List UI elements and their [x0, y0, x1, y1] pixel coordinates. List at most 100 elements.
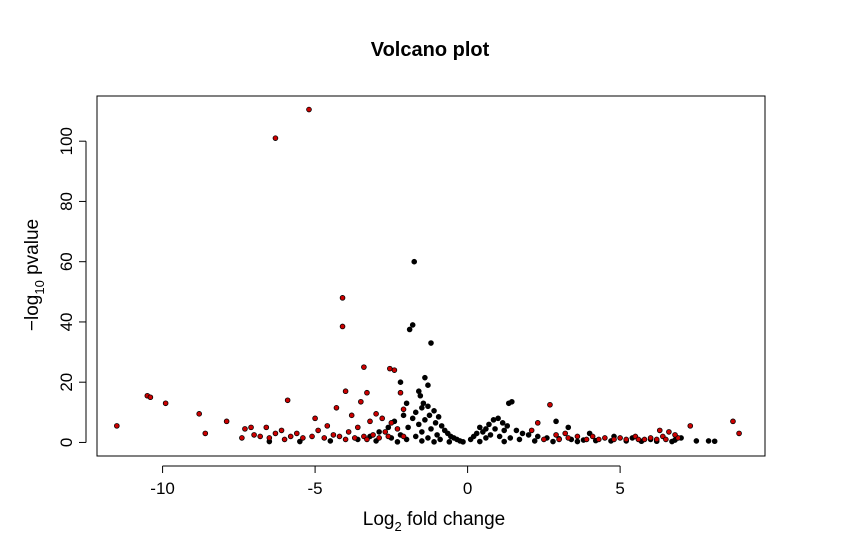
data-point	[417, 392, 424, 399]
data-point-significant	[736, 430, 742, 437]
data-point-significant	[114, 423, 120, 429]
data-point	[409, 415, 416, 422]
data-point	[432, 420, 439, 426]
data-point-significant	[387, 365, 393, 372]
data-point	[467, 436, 474, 443]
data-point	[534, 433, 541, 440]
data-point-significant	[562, 430, 569, 437]
data-point	[519, 430, 526, 437]
data-point	[477, 424, 483, 431]
data-point-significant	[248, 424, 254, 431]
data-point	[437, 436, 443, 443]
data-point-significant	[687, 423, 694, 429]
data-point-significant	[653, 436, 660, 443]
data-point-significant	[400, 406, 407, 413]
data-point-significant	[242, 426, 248, 432]
data-point	[297, 438, 303, 445]
data-point	[428, 340, 434, 346]
x-axis-label: Log2 fold change	[363, 509, 505, 534]
data-point	[486, 421, 492, 428]
data-point	[419, 404, 425, 411]
data-point	[431, 439, 437, 445]
data-point	[425, 403, 431, 410]
data-point	[460, 439, 466, 445]
data-point	[412, 409, 419, 416]
data-point-significant	[388, 420, 395, 426]
data-point	[496, 433, 503, 440]
y-tick-label: 60	[57, 252, 76, 271]
data-point	[419, 438, 425, 444]
x-axis: -10 -5 0 5	[150, 465, 625, 498]
data-point	[327, 438, 334, 444]
data-point-significant	[367, 418, 373, 425]
data-point	[483, 435, 489, 441]
x-tick-label: -10	[150, 479, 175, 498]
x-axis-label-subscript: 2	[394, 519, 401, 534]
data-point-significant	[361, 364, 367, 370]
data-point	[492, 426, 498, 432]
data-point	[501, 427, 508, 434]
data-point-significant	[330, 432, 337, 438]
data-point-significant	[321, 435, 328, 441]
data-point-significant	[287, 433, 294, 440]
data-point	[422, 417, 428, 423]
data-point	[397, 379, 404, 385]
data-point-significant	[147, 394, 154, 401]
data-point-significant	[385, 433, 392, 440]
data-point-significant	[351, 435, 358, 441]
data-point-significant	[382, 429, 389, 435]
data-point-significant	[293, 430, 300, 437]
y-axis-label-subscript: 10	[32, 280, 47, 294]
plot-frame	[96, 95, 766, 457]
data-point-significant	[339, 323, 346, 330]
y-axis: 0 20 40 60 80 100	[57, 127, 87, 447]
data-point-significant	[342, 388, 349, 395]
data-point-significant	[364, 436, 370, 443]
data-point-significant	[666, 429, 672, 435]
data-point	[425, 435, 431, 441]
data-point-significant	[373, 411, 379, 417]
data-point-significant	[595, 436, 602, 443]
data-point-significant	[339, 295, 346, 301]
data-point	[507, 435, 514, 441]
data-point-significant	[239, 435, 245, 441]
data-point	[425, 382, 431, 389]
data-point-significant	[641, 436, 648, 443]
data-point	[711, 438, 718, 445]
data-point-significant	[162, 400, 169, 407]
data-point	[406, 326, 413, 333]
data-point	[415, 421, 422, 428]
data-point-significant	[635, 436, 642, 443]
data-point-significant	[272, 430, 279, 437]
y-axis-label-suffix: pvalue	[22, 219, 43, 280]
data-point	[525, 432, 532, 438]
x-tick-label: 0	[463, 479, 472, 498]
data-point	[550, 438, 556, 445]
data-point	[426, 412, 433, 419]
data-point-significant	[647, 435, 654, 441]
data-point-significant	[281, 436, 288, 443]
data-point	[513, 427, 520, 434]
data-point	[376, 429, 382, 435]
data-point	[385, 424, 392, 431]
chart-title: Volcano plot	[371, 39, 490, 61]
data-point	[505, 400, 512, 407]
data-point-significant	[663, 436, 669, 443]
data-point	[431, 408, 437, 414]
x-axis-label-prefix: Log	[363, 509, 395, 530]
data-point-significant	[202, 430, 209, 437]
data-point	[693, 438, 700, 444]
data-point-significant	[251, 432, 257, 438]
data-point-significant	[306, 106, 312, 113]
data-point-significant	[547, 401, 553, 408]
y-tick-label: 20	[57, 373, 76, 392]
data-point	[434, 432, 440, 438]
data-point-significant	[263, 424, 270, 431]
data-point	[405, 424, 411, 431]
data-point	[501, 438, 508, 445]
data-point	[477, 438, 483, 445]
x-axis-label-suffix: fold change	[402, 509, 506, 530]
data-point	[705, 438, 712, 444]
data-point	[438, 423, 445, 429]
